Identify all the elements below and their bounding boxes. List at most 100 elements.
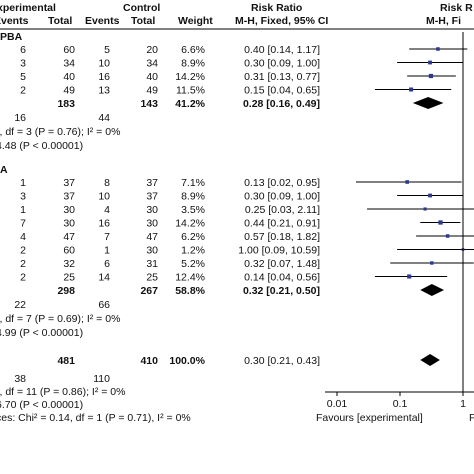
cell-events-ctrl: 10 bbox=[98, 191, 110, 203]
total-events-exp: 38 bbox=[14, 373, 26, 385]
effect-square bbox=[445, 234, 450, 238]
subtotal-ci: 0.32 [0.21, 0.50] bbox=[243, 285, 320, 297]
pooled-diamond bbox=[420, 354, 440, 366]
cell-ci: 0.30 [0.09, 1.00] bbox=[244, 191, 320, 203]
cell-ci: 0.44 [0.21, 0.91] bbox=[244, 218, 320, 230]
cell-weight: 1.2% bbox=[181, 245, 205, 257]
cell-events-exp: 5 bbox=[20, 71, 26, 83]
cell-events-ctrl: 10 bbox=[98, 58, 110, 70]
effect-square bbox=[430, 261, 434, 265]
subtotal-events-exp: 16 bbox=[14, 112, 26, 124]
cell-weight: 12.4% bbox=[175, 272, 205, 284]
cell-weight: 14.2% bbox=[175, 218, 205, 230]
header-rr-method: M-H, Fixed, 95% CI bbox=[235, 15, 328, 27]
subtotal-events-ctrl: 44 bbox=[98, 112, 110, 124]
pooled-diamond bbox=[420, 284, 445, 296]
cell-events-ctrl: 13 bbox=[98, 85, 110, 97]
cell-events-exp: 1 bbox=[20, 177, 26, 189]
subtotal-weight: 58.8% bbox=[175, 285, 205, 297]
cell-ci: 0.40 [0.14, 1.17] bbox=[244, 44, 320, 56]
cell-total-ctrl: 30 bbox=[146, 245, 158, 257]
plot-area: 0.01 0.1 1 Favours [experimental] F bbox=[316, 32, 474, 424]
cell-weight: 3.5% bbox=[181, 204, 205, 216]
cell-events-exp: 2 bbox=[20, 245, 26, 257]
cell-events-ctrl: 7 bbox=[104, 231, 110, 243]
cell-events-ctrl: 4 bbox=[104, 204, 110, 216]
cell-total-exp: 25 bbox=[63, 272, 75, 284]
heterogeneity-text: ², df = 7 (P = 0.69); I² = 0% bbox=[0, 313, 120, 325]
header-rr-title-right: Risk R bbox=[440, 2, 473, 14]
cell-total-exp: 34 bbox=[63, 58, 75, 70]
x-tick-label: 1 bbox=[460, 398, 466, 410]
total-effect-text: 6.70 (P < 0.00001) bbox=[0, 399, 83, 411]
cell-events-ctrl: 14 bbox=[98, 272, 110, 284]
cell-total-ctrl: 30 bbox=[146, 218, 158, 230]
cell-ci: 0.30 [0.09, 1.00] bbox=[244, 58, 320, 70]
cell-ci: 0.15 [0.04, 0.65] bbox=[244, 85, 320, 97]
cell-total-ctrl: 30 bbox=[146, 204, 158, 216]
cell-events-exp: 2 bbox=[20, 272, 26, 284]
effect-square bbox=[428, 60, 432, 65]
total-events-ctrl: 110 bbox=[93, 373, 110, 385]
table-header: Experimental Control Risk Ratio Risk R E… bbox=[0, 2, 474, 30]
subgroup-label: A bbox=[0, 164, 8, 176]
cell-events-ctrl: 16 bbox=[98, 71, 110, 83]
subtotal-weight: 41.2% bbox=[175, 98, 205, 110]
cell-ci: 1.00 [0.09, 10.59] bbox=[238, 245, 320, 257]
header-col-total2: Total bbox=[131, 15, 155, 27]
header-rr-method-right: M-H, Fi bbox=[426, 15, 461, 27]
heterogeneity-text: ², df = 3 (P = 0.76); I² = 0% bbox=[0, 126, 120, 138]
subtotal-events-ctrl: 66 bbox=[98, 299, 110, 311]
effect-square bbox=[436, 47, 440, 51]
overall-effect-text: 4.99 (P < 0.00001) bbox=[0, 327, 83, 339]
cell-total-ctrl: 49 bbox=[146, 85, 158, 97]
cell-total-ctrl: 40 bbox=[146, 71, 158, 83]
cell-ci: 0.32 [0.07, 1.48] bbox=[244, 258, 320, 270]
subtotal-total-ctrl: 267 bbox=[140, 285, 158, 297]
header-col-total1: Total bbox=[48, 15, 72, 27]
cell-total-exp: 49 bbox=[63, 85, 75, 97]
header-group1: Experimental bbox=[0, 2, 56, 14]
cell-total-ctrl: 34 bbox=[146, 58, 158, 70]
cell-events-ctrl: 1 bbox=[104, 245, 110, 257]
cell-total-ctrl: 20 bbox=[146, 44, 158, 56]
cell-events-exp: 2 bbox=[20, 258, 26, 270]
cell-total-exp: 30 bbox=[63, 204, 75, 216]
cell-weight: 8.9% bbox=[181, 58, 205, 70]
cell-ci: 0.31 [0.13, 0.77] bbox=[244, 71, 320, 83]
cell-weight: 14.2% bbox=[175, 71, 205, 83]
cell-total-exp: 37 bbox=[63, 191, 75, 203]
subtotal-total-exp: 183 bbox=[57, 98, 75, 110]
cell-total-ctrl: 47 bbox=[146, 231, 158, 243]
header-col-events2: Events bbox=[85, 15, 120, 27]
cell-weight: 7.1% bbox=[181, 177, 205, 189]
cell-total-ctrl: 31 bbox=[146, 258, 158, 270]
cell-weight: 11.5% bbox=[176, 85, 205, 97]
effect-square bbox=[405, 180, 409, 184]
cell-events-exp: 4 bbox=[20, 231, 26, 243]
total-exp: 481 bbox=[57, 355, 75, 367]
cell-events-exp: 7 bbox=[20, 218, 26, 230]
cell-weight: 8.9% bbox=[181, 191, 205, 203]
header-rr-title: Risk Ratio bbox=[251, 2, 302, 14]
effect-square bbox=[428, 193, 432, 198]
cell-total-exp: 32 bbox=[63, 258, 75, 270]
cell-total-ctrl: 25 bbox=[146, 272, 158, 284]
cell-total-exp: 40 bbox=[63, 71, 75, 83]
cell-events-ctrl: 8 bbox=[104, 177, 110, 189]
effect-square bbox=[423, 207, 427, 211]
cell-events-exp: 3 bbox=[20, 58, 26, 70]
pooled-diamond bbox=[412, 97, 444, 109]
effect-square bbox=[428, 73, 434, 79]
total-ci: 0.30 [0.21, 0.43] bbox=[244, 355, 320, 367]
x-tick-label: 0.01 bbox=[327, 398, 348, 410]
header-group2: Control bbox=[123, 2, 160, 14]
cell-total-exp: 37 bbox=[63, 177, 75, 189]
cell-total-exp: 60 bbox=[63, 245, 75, 257]
total-ctrl: 410 bbox=[140, 355, 158, 367]
cell-ci: 0.57 [0.18, 1.82] bbox=[244, 231, 320, 243]
cell-events-ctrl: 6 bbox=[104, 258, 110, 270]
cell-weight: 5.2% bbox=[181, 258, 205, 270]
effect-square bbox=[407, 274, 412, 279]
